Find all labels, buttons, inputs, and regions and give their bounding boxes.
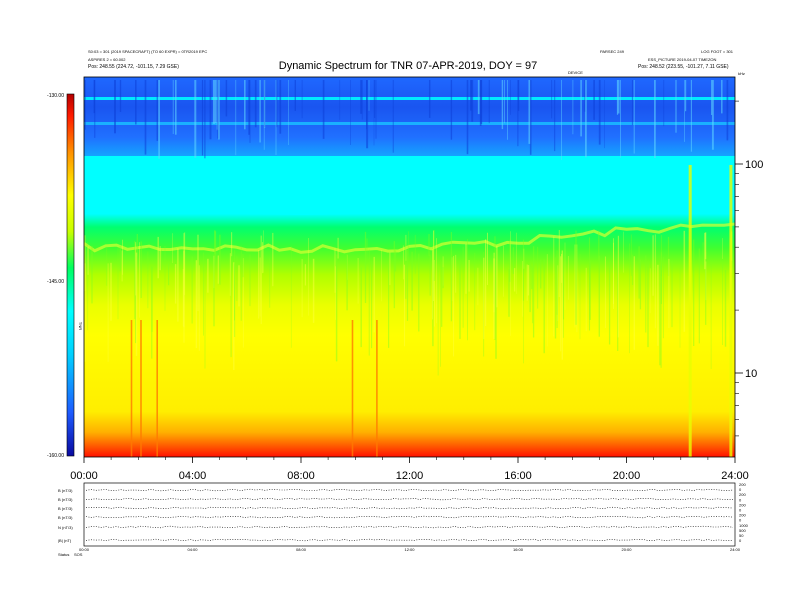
bottom-row-trace bbox=[85, 515, 734, 519]
bottom-time-label: 16:00 bbox=[513, 547, 524, 552]
plasma-line-streak bbox=[84, 222, 735, 254]
blue-stripe-2 bbox=[84, 122, 735, 125]
time-tick-label: 12:00 bbox=[396, 470, 424, 482]
frequency-axis: 100 10 kHz bbox=[735, 71, 763, 437]
bottom-row-trace bbox=[85, 497, 734, 501]
bottom-time-label: 08:00 bbox=[296, 547, 307, 552]
bottom-right-tick: 0 bbox=[739, 497, 742, 502]
bottom-time-label: 04:00 bbox=[187, 547, 198, 552]
status-label: Status bbox=[58, 552, 69, 557]
freq-minor-ticks bbox=[735, 100, 739, 437]
bottom-row-trace bbox=[85, 488, 734, 492]
time-tick-label: 04:00 bbox=[179, 470, 207, 482]
bottom-time-label: 24:00 bbox=[730, 547, 741, 552]
time-axis: 00:00 04:00 08:00 12:00 16:00 20:00 24:00 bbox=[70, 457, 749, 482]
blue-band-variation bbox=[84, 80, 729, 160]
bottom-right-tick: 200 bbox=[739, 502, 746, 507]
bottom-right-tick: 50 bbox=[739, 533, 744, 538]
colorbar-tick-mid: -145.00 bbox=[47, 279, 64, 285]
colorbar bbox=[66, 93, 75, 457]
time-tick-label: 20:00 bbox=[613, 470, 641, 482]
bottom-row-trace bbox=[85, 506, 734, 510]
bottom-panel-time-ticks: 00:00 04:00 08:00 12:00 16:00 20:00 24:00 bbox=[79, 547, 741, 552]
bottom-panel-frame bbox=[83, 482, 736, 547]
status-value: SOS bbox=[74, 552, 83, 557]
spectrum-spikes bbox=[130, 165, 733, 457]
bottom-time-label: 12:00 bbox=[404, 547, 415, 552]
colorbar-tick-top: -130.00 bbox=[47, 93, 64, 99]
bottom-row-label: B (nT/3) bbox=[58, 488, 73, 493]
colorbar-label: TNR bbox=[78, 322, 83, 330]
bottom-right-tick: 200 bbox=[739, 513, 746, 518]
freq-label-10: 10 bbox=[745, 368, 757, 380]
bottom-row-label: B (nT/3) bbox=[58, 515, 73, 520]
blue-band bbox=[84, 77, 735, 163]
bottom-row-trace bbox=[85, 525, 734, 529]
position-left: Pos: 248.55 (224.72, -101.15, 7.29 GSE) bbox=[88, 64, 179, 70]
blue-stripe-1 bbox=[84, 97, 735, 100]
time-tick-label: 24:00 bbox=[721, 470, 749, 482]
bottom-time-label: 00:00 bbox=[79, 547, 90, 552]
colorbar-tick-bottom: -160.00 bbox=[47, 453, 64, 459]
blue-stripe-3 bbox=[84, 156, 735, 164]
bottom-row-label: B (nT/3) bbox=[58, 506, 73, 511]
bottom-time-label: 20:00 bbox=[621, 547, 632, 552]
time-tick-label: 16:00 bbox=[504, 470, 532, 482]
bottom-row-label: N (nT/3) bbox=[58, 525, 73, 530]
bottom-right-tick: 0 bbox=[739, 487, 742, 492]
bottom-right-tick: 0 bbox=[739, 518, 742, 523]
device-label: DEVICE bbox=[568, 70, 583, 75]
bottom-right-tick: 0 bbox=[739, 538, 742, 543]
bottom-row-label: B (nT/3) bbox=[58, 497, 73, 502]
bottom-right-tick: 0 bbox=[739, 508, 742, 513]
freq-unit: kHz bbox=[738, 71, 745, 76]
time-tick-label: 00:00 bbox=[70, 470, 98, 482]
header-note-right-c: ESS_PICTURE 2019-04-07 TIMEZON bbox=[648, 57, 717, 62]
bottom-row-label: |B| (nT) bbox=[58, 538, 72, 543]
position-right: Pos: 248.52 (223.55, -101.27, 7.11 GSE) bbox=[638, 64, 729, 70]
time-tick-label: 08:00 bbox=[287, 470, 315, 482]
header-note-left: S0:03 = 301 (2019 SPACECRAFT) (TO 60 EXP… bbox=[88, 49, 207, 54]
header-note-right-a: PARSEC 249 bbox=[600, 49, 625, 54]
header-note-right-b: LOG FOOT = 301 bbox=[701, 49, 734, 54]
freq-label-100: 100 bbox=[745, 159, 763, 171]
bottom-panel: B (nT/3) B (nT/3) B (nT/3) B (nT/3) N (nT/3)… bbox=[58, 482, 749, 557]
header-note-left-2: ASPIRES 2 = 60.002 bbox=[88, 57, 126, 62]
bottom-row-trace bbox=[85, 538, 734, 542]
spectrogram bbox=[84, 77, 735, 457]
bottom-right-tick: 200 bbox=[739, 482, 746, 487]
bottom-right-tick: 500 bbox=[739, 528, 746, 533]
bottom-right-tick: 1000 bbox=[739, 523, 749, 528]
bottom-panel-rows: B (nT/3) B (nT/3) B (nT/3) B (nT/3) N (nT/3)… bbox=[58, 482, 749, 543]
bottom-right-tick: 200 bbox=[739, 492, 746, 497]
chart-title: Dynamic Spectrum for TNR 07-APR-2019, DO… bbox=[279, 60, 538, 72]
